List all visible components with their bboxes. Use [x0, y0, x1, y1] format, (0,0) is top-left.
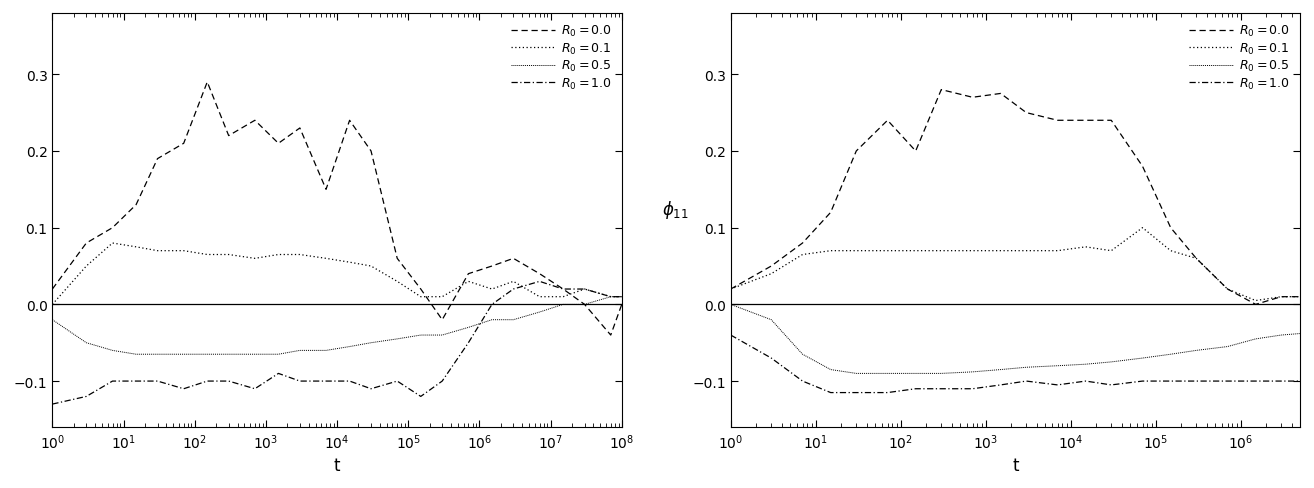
X-axis label: t: t: [334, 456, 340, 474]
X-axis label: t: t: [1012, 456, 1018, 474]
Legend: $R_0{=}0.0$, $R_0{=}0.1$, $R_0{=}0.5$, $R_0{=}1.0$: $R_0{=}0.0$, $R_0{=}0.1$, $R_0{=}0.5$, $…: [507, 20, 615, 95]
Legend: $R_0{=}0.0$, $R_0{=}0.1$, $R_0{=}0.5$, $R_0{=}1.0$: $R_0{=}0.0$, $R_0{=}0.1$, $R_0{=}0.5$, $…: [1185, 20, 1294, 95]
Y-axis label: $\phi_{11}$: $\phi_{11}$: [662, 199, 689, 221]
